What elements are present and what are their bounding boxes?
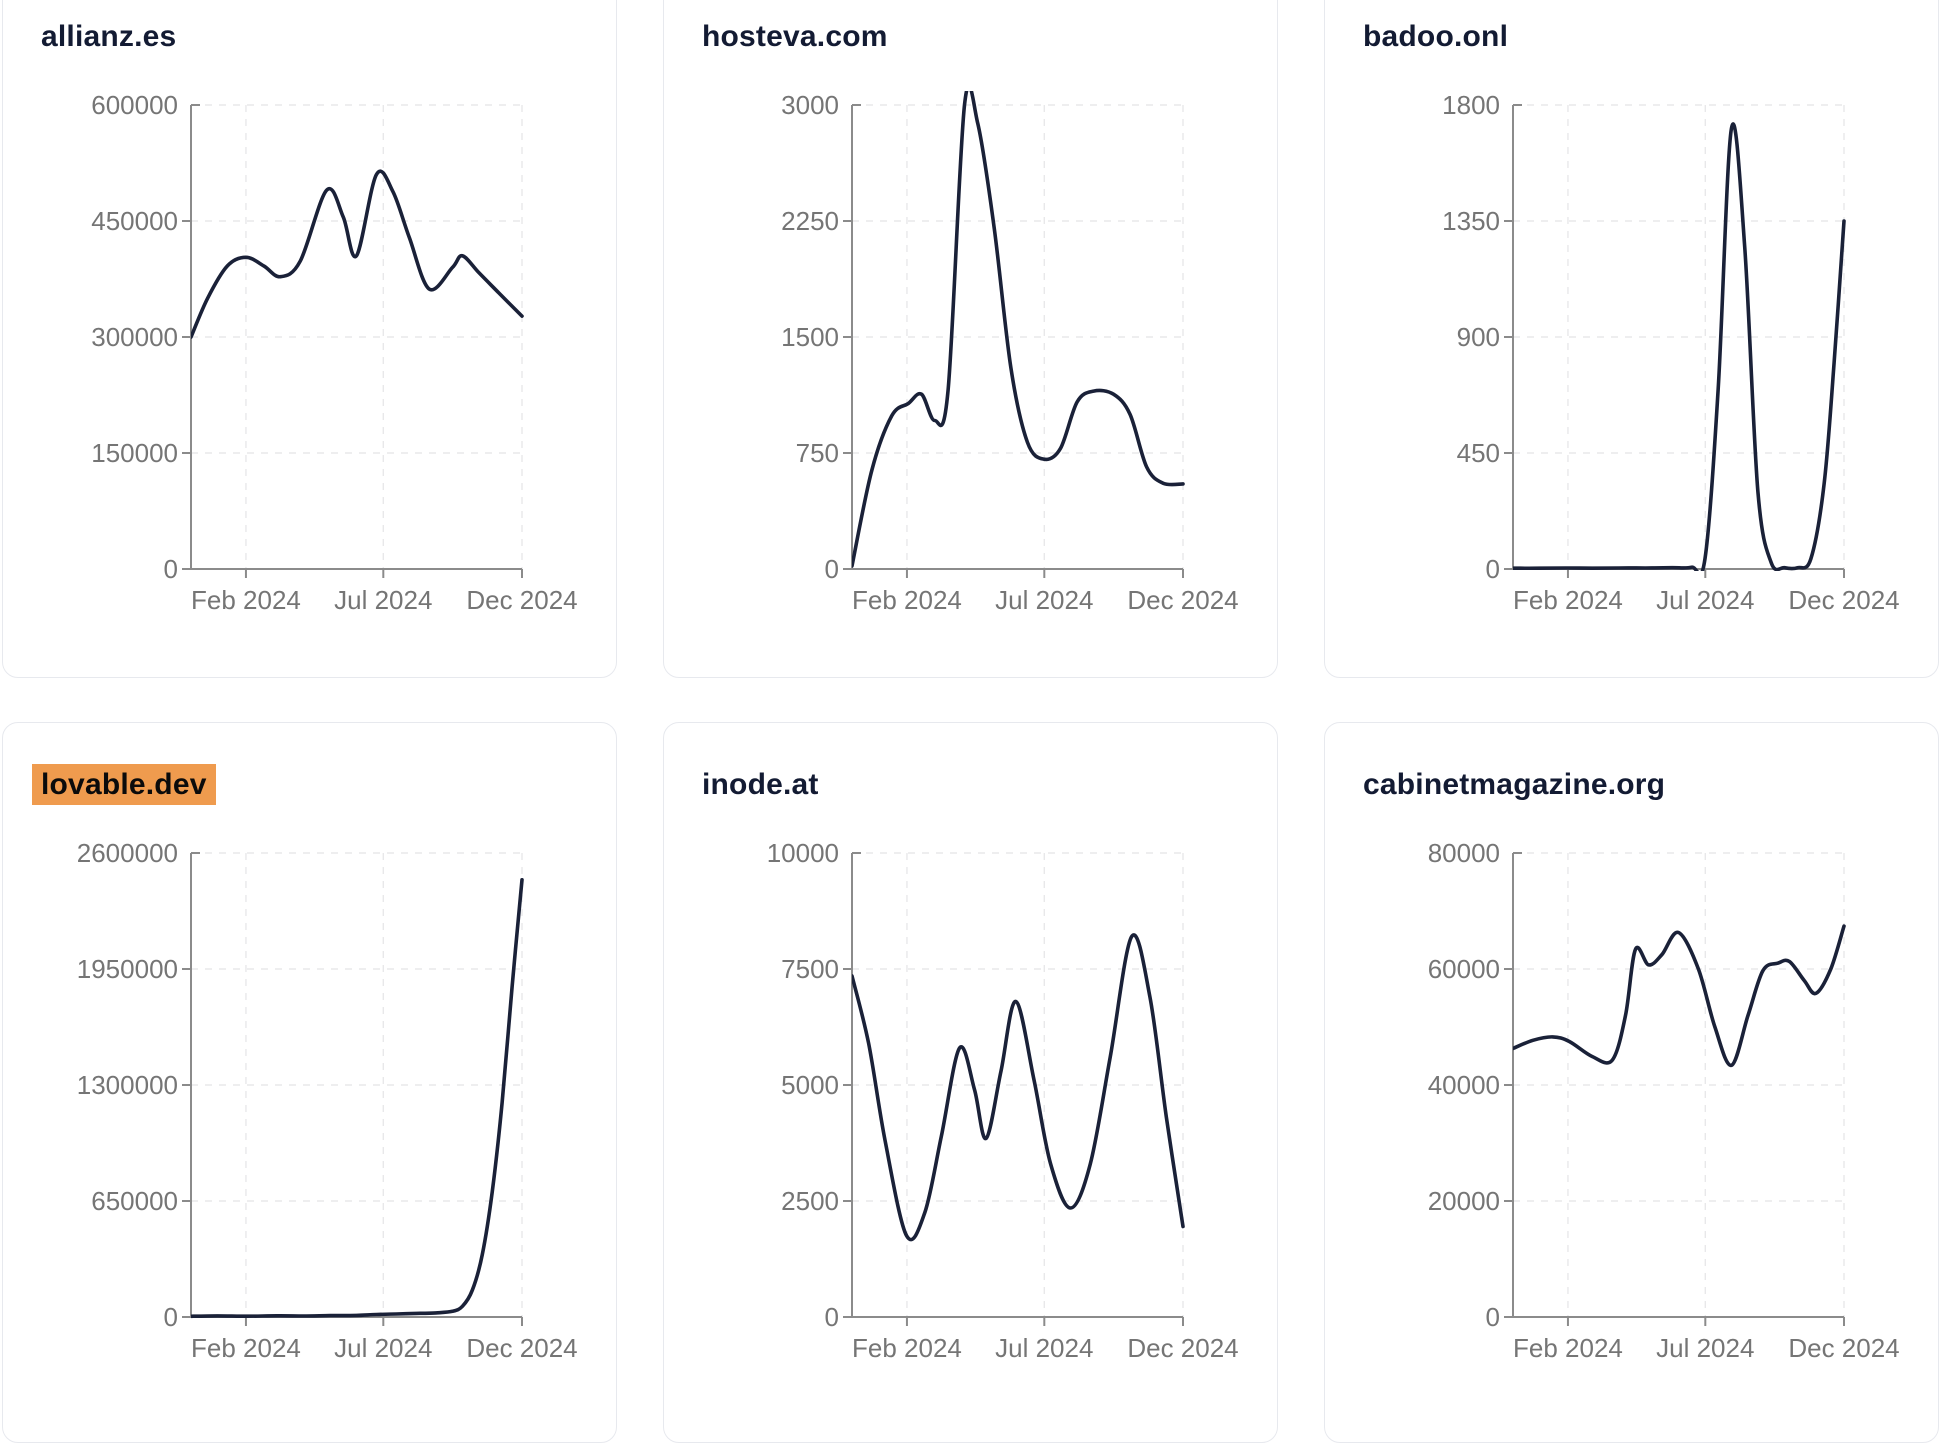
series-line — [852, 933, 1185, 1242]
y-tick-label: 5000 — [781, 1070, 839, 1100]
chart-title-text: hosteva.com — [702, 20, 888, 53]
y-tick-label: 0 — [164, 554, 178, 584]
chart-card-lovable: lovable.dev 0 650000 1300000 1950000 2600000… — [2, 722, 617, 1443]
chart-card-cabinetmagazine: cabinetmagazine.org 0 20000 40000 60000 8000… — [1324, 722, 1939, 1443]
x-tick-label: Feb 2024 — [1513, 1333, 1623, 1363]
y-tick-label: 1300000 — [77, 1070, 178, 1100]
line-chart: 0 750 1500 2250 3000 Feb 2024 Jul 2024 Dec 2024 — [781, 90, 1239, 615]
x-tick-label: Dec 2024 — [466, 1333, 577, 1363]
chart-title-text: badoo.onl — [1363, 20, 1509, 53]
y-tick-label: 450 — [1457, 438, 1500, 468]
series-line — [1513, 924, 1846, 1068]
chart-title: lovable.dev — [32, 764, 616, 805]
y-tick-label: 1950000 — [77, 954, 178, 984]
y-tick-label: 0 — [1486, 1302, 1500, 1332]
x-tick-label: Feb 2024 — [852, 585, 962, 615]
x-tick-label: Feb 2024 — [191, 585, 301, 615]
y-tick-label: 0 — [825, 554, 839, 584]
x-tick-label: Feb 2024 — [1513, 585, 1623, 615]
chart-card-allianz: allianz.es 0 150000 300000 450000 600000 Feb … — [2, 0, 617, 678]
y-tick-label: 2500 — [781, 1186, 839, 1216]
chart-card-hosteva: hosteva.com 0 750 1500 2250 3000 Feb 2024 Jul … — [663, 0, 1278, 678]
chart-title-text: inode.at — [702, 768, 819, 801]
y-tick-label: 0 — [164, 1302, 178, 1332]
x-tick-label: Jul 2024 — [995, 585, 1093, 615]
chart-card-badoo: badoo.onl 0 450 900 1350 1800 Feb 2024 Jul 202… — [1324, 0, 1939, 678]
y-tick-label: 750 — [796, 438, 839, 468]
chart-title: allianz.es — [41, 19, 616, 55]
x-tick-label: Feb 2024 — [191, 1333, 301, 1363]
y-tick-label: 900 — [1457, 322, 1500, 352]
y-tick-label: 650000 — [91, 1186, 178, 1216]
line-chart: 0 450 900 1350 1800 Feb 2024 Jul 2024 Dec 2024 — [1442, 90, 1900, 615]
x-tick-label: Jul 2024 — [334, 585, 432, 615]
x-tick-label: Dec 2024 — [1788, 585, 1899, 615]
y-tick-label: 300000 — [91, 322, 178, 352]
x-tick-label: Feb 2024 — [852, 1333, 962, 1363]
line-chart: 0 650000 1300000 1950000 2600000 Feb 2024 Jul … — [77, 838, 578, 1363]
x-tick-label: Dec 2024 — [466, 585, 577, 615]
y-tick-label: 1350 — [1442, 206, 1500, 236]
y-tick-label: 450000 — [91, 206, 178, 236]
y-tick-label: 0 — [825, 1302, 839, 1332]
series-line — [1513, 122, 1846, 571]
y-tick-label: 20000 — [1428, 1186, 1500, 1216]
line-chart: 0 2500 5000 7500 10000 Feb 2024 Jul 2024 Dec 20… — [767, 838, 1239, 1363]
series-line — [191, 169, 524, 339]
chart-title: badoo.onl — [1363, 19, 1938, 55]
y-tick-label: 40000 — [1428, 1070, 1500, 1100]
y-tick-label: 2600000 — [77, 838, 178, 868]
chart-title: inode.at — [702, 767, 1277, 803]
y-tick-label: 10000 — [767, 838, 839, 868]
y-tick-label: 1800 — [1442, 90, 1500, 120]
y-tick-label: 7500 — [781, 954, 839, 984]
y-tick-label: 600000 — [91, 90, 178, 120]
y-tick-label: 2250 — [781, 206, 839, 236]
x-tick-label: Jul 2024 — [334, 1333, 432, 1363]
x-tick-label: Dec 2024 — [1788, 1333, 1899, 1363]
chart-title: cabinetmagazine.org — [1363, 767, 1938, 803]
chart-title-text: cabinetmagazine.org — [1363, 768, 1666, 801]
chart-title: hosteva.com — [702, 19, 1277, 55]
line-chart: 0 150000 300000 450000 600000 Feb 2024 Jul 202… — [91, 90, 577, 615]
series-line — [191, 878, 524, 1319]
line-chart: 0 20000 40000 60000 80000 Feb 2024 Jul 2024 Dec… — [1428, 838, 1900, 1363]
chart-title-text: lovable.dev — [32, 764, 216, 805]
series-line — [852, 91, 1185, 568]
y-tick-label: 3000 — [781, 90, 839, 120]
x-tick-label: Jul 2024 — [1656, 585, 1754, 615]
x-tick-label: Dec 2024 — [1127, 585, 1238, 615]
x-tick-label: Jul 2024 — [1656, 1333, 1754, 1363]
y-tick-label: 0 — [1486, 554, 1500, 584]
x-tick-label: Dec 2024 — [1127, 1333, 1238, 1363]
y-tick-label: 80000 — [1428, 838, 1500, 868]
y-tick-label: 1500 — [781, 322, 839, 352]
chart-card-inode: inode.at 0 2500 5000 7500 10000 Feb 2024 Jul 2… — [663, 722, 1278, 1443]
y-tick-label: 150000 — [91, 438, 178, 468]
y-tick-label: 60000 — [1428, 954, 1500, 984]
chart-title-text: allianz.es — [41, 20, 177, 53]
x-tick-label: Jul 2024 — [995, 1333, 1093, 1363]
